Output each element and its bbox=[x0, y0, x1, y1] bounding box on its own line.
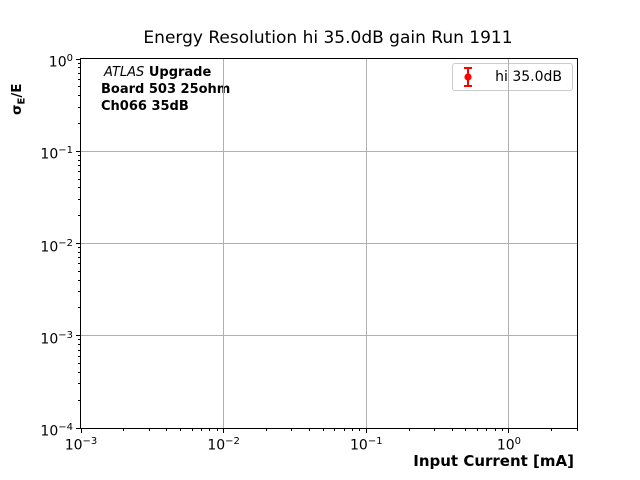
x-minor-tick bbox=[191, 428, 193, 431]
x-minor-tick bbox=[334, 428, 336, 431]
y-minor-tick bbox=[78, 371, 81, 373]
annotation-line-2: Board 503 25ohm bbox=[101, 82, 231, 97]
y-major-tick bbox=[76, 150, 81, 152]
y-minor-tick bbox=[78, 339, 81, 341]
y-minor-tick bbox=[78, 178, 81, 180]
y-gridline bbox=[81, 243, 577, 244]
y-minor-tick bbox=[78, 165, 81, 167]
x-tick-label: 10−2 bbox=[207, 436, 240, 454]
y-minor-tick bbox=[78, 270, 81, 272]
y-minor-tick bbox=[78, 187, 81, 189]
y-minor-tick bbox=[78, 154, 81, 156]
chart-title: Energy Resolution hi 35.0dB gain Run 191… bbox=[143, 28, 513, 48]
y-minor-tick bbox=[78, 78, 81, 80]
x-minor-tick bbox=[216, 428, 218, 431]
x-minor-tick bbox=[433, 428, 435, 431]
y-major-tick bbox=[76, 335, 81, 337]
y-minor-tick bbox=[78, 106, 81, 108]
y-tick-label: 10−1 bbox=[40, 145, 73, 163]
x-minor-tick bbox=[486, 428, 488, 431]
y-minor-tick bbox=[78, 86, 81, 88]
y-minor-tick bbox=[78, 67, 81, 69]
y-minor-tick bbox=[78, 122, 81, 124]
y-minor-tick bbox=[78, 363, 81, 365]
x-minor-tick bbox=[291, 428, 293, 431]
x-minor-tick bbox=[148, 428, 150, 431]
y-minor-tick bbox=[78, 257, 81, 259]
x-minor-tick bbox=[180, 428, 182, 431]
y-minor-tick bbox=[78, 171, 81, 173]
y-major-tick bbox=[76, 58, 81, 60]
y-minor-tick bbox=[78, 159, 81, 161]
x-minor-tick bbox=[166, 428, 168, 431]
x-minor-tick bbox=[309, 428, 311, 431]
legend: hi 35.0dB bbox=[452, 63, 573, 91]
y-minor-tick bbox=[78, 198, 81, 200]
y-major-tick bbox=[76, 427, 81, 429]
x-minor-tick bbox=[465, 428, 467, 431]
x-minor-tick bbox=[359, 428, 361, 431]
y-tick-label: 10−4 bbox=[40, 422, 73, 440]
annotation: ATLAS Upgrade Board 503 25ohm Ch066 35dB bbox=[101, 64, 230, 115]
x-tick-label: 10−3 bbox=[64, 436, 98, 454]
x-major-tick bbox=[365, 428, 367, 433]
plot-area: ATLAS Upgrade Board 503 25ohm Ch066 35dB … bbox=[40, 53, 578, 454]
y-tick-label: 100 bbox=[48, 53, 73, 71]
errorbar-marker-icon bbox=[464, 67, 473, 87]
y-minor-tick bbox=[78, 307, 81, 309]
y-minor-tick bbox=[78, 247, 81, 249]
x-axis-label: Input Current [mA] bbox=[413, 452, 574, 470]
x-major-tick bbox=[223, 428, 225, 433]
y-minor-tick bbox=[78, 62, 81, 64]
x-minor-tick bbox=[123, 428, 125, 431]
annotation-line-1-rest: Upgrade bbox=[148, 65, 212, 80]
y-minor-tick bbox=[78, 355, 81, 357]
x-minor-tick bbox=[408, 428, 410, 431]
y-minor-tick bbox=[78, 263, 81, 265]
y-tick-label: 10−3 bbox=[40, 329, 73, 348]
x-minor-tick bbox=[266, 428, 268, 431]
y-minor-tick bbox=[78, 399, 81, 401]
x-minor-tick bbox=[351, 428, 353, 431]
x-minor-tick bbox=[476, 428, 478, 431]
x-minor-tick bbox=[551, 428, 553, 431]
y-tick-label: 10−2 bbox=[40, 237, 73, 256]
x-minor-tick bbox=[322, 428, 324, 431]
y-minor-tick bbox=[78, 383, 81, 385]
x-minor-tick bbox=[201, 428, 203, 431]
annotation-line-1: ATLAS Upgrade bbox=[101, 64, 230, 81]
x-major-tick bbox=[508, 428, 510, 433]
annotation-line-3: Ch066 35dB bbox=[101, 99, 189, 114]
y-minor-tick bbox=[78, 72, 81, 74]
x-minor-tick bbox=[343, 428, 345, 431]
y-minor-tick bbox=[78, 349, 81, 351]
y-axis-label: σE/E bbox=[9, 83, 28, 115]
x-tick-label: 10−1 bbox=[349, 436, 383, 454]
y-axis-label-rest: /E bbox=[9, 83, 25, 98]
y-gridline bbox=[81, 335, 577, 337]
x-minor-tick bbox=[501, 428, 503, 431]
y-major-tick bbox=[76, 243, 81, 244]
y-axis-label-subscript: E bbox=[16, 97, 28, 105]
y-minor-tick bbox=[78, 215, 81, 217]
y-minor-tick bbox=[78, 279, 81, 281]
y-minor-tick bbox=[78, 251, 81, 253]
x-minor-tick bbox=[209, 428, 211, 431]
y-minor-tick bbox=[78, 291, 81, 293]
x-minor-tick bbox=[576, 428, 578, 431]
x-tick-label: 100 bbox=[496, 436, 522, 454]
y-minor-tick bbox=[78, 95, 81, 97]
x-minor-tick bbox=[494, 428, 496, 431]
annotation-experiment: ATLAS bbox=[104, 65, 145, 80]
y-minor-tick bbox=[78, 344, 81, 346]
x-minor-tick bbox=[451, 428, 453, 431]
x-major-tick bbox=[80, 428, 82, 433]
legend-label: hi 35.0dB bbox=[495, 69, 562, 85]
y-axis-label-sigma: σ bbox=[9, 104, 25, 115]
y-gridline bbox=[81, 150, 577, 152]
